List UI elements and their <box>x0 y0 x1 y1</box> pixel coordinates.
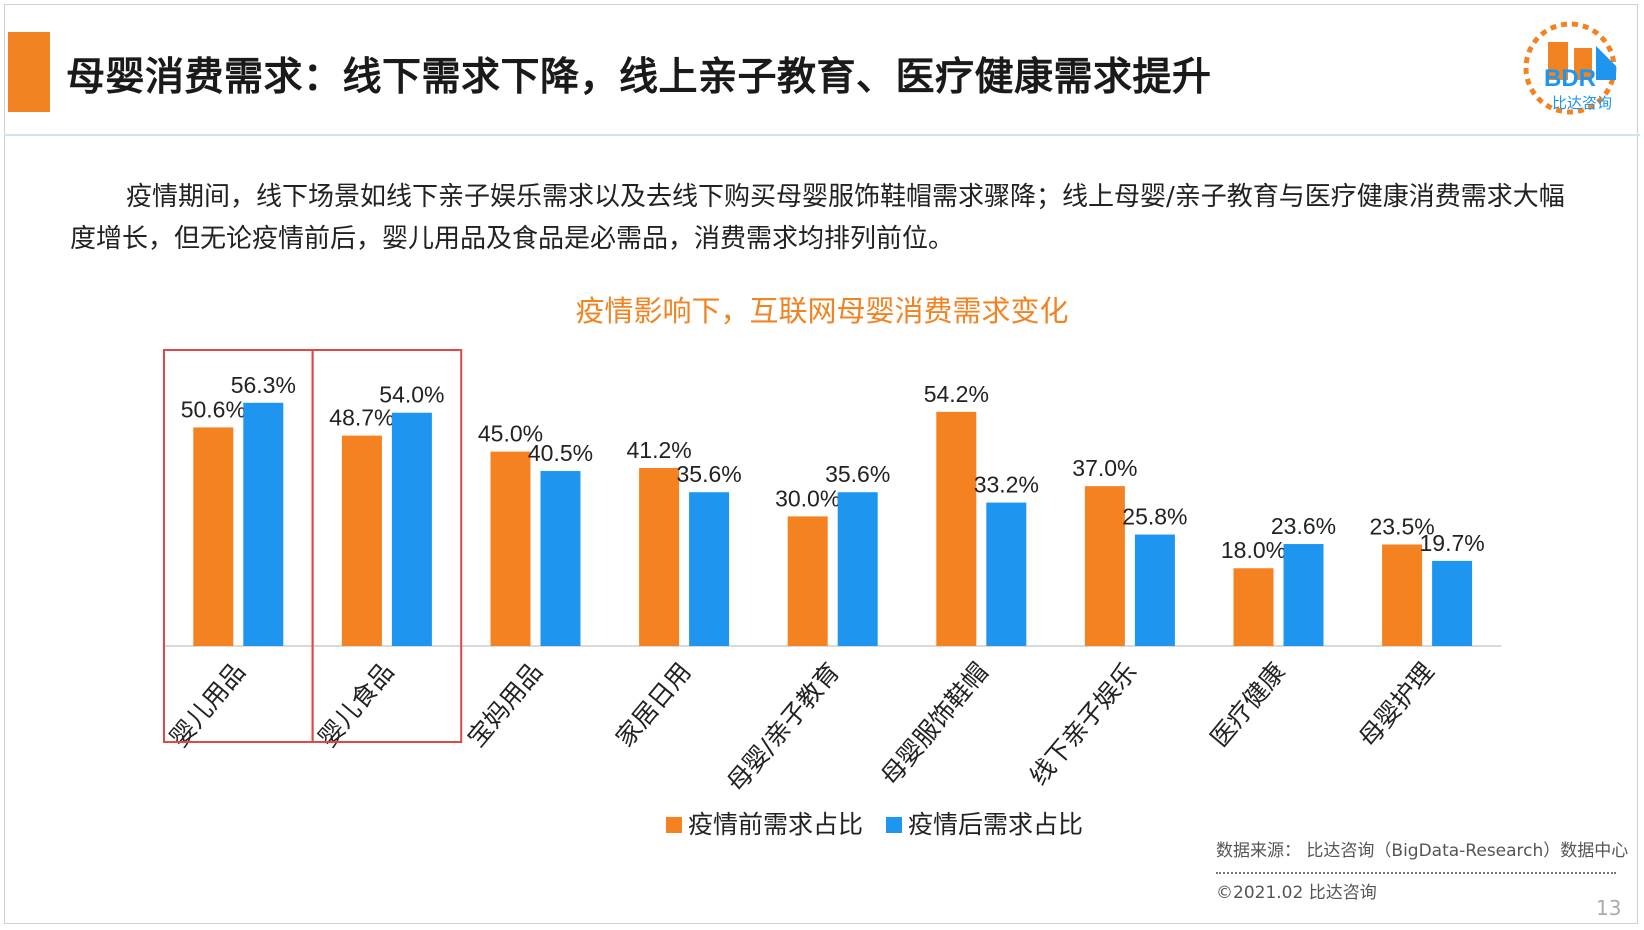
logo-subtext: 比达咨询 <box>1552 94 1612 112</box>
data-label-before-7: 18.0% <box>1221 537 1286 563</box>
data-label-before-3: 41.2% <box>626 437 691 463</box>
bar-before-5 <box>936 411 977 646</box>
page-title: 母婴消费需求：线下需求下降，线上亲子教育、医疗健康需求提升 <box>66 55 1212 100</box>
bar-before-2 <box>490 451 531 646</box>
legend-label-0: 疫情前需求占比 <box>688 810 863 839</box>
logo-text: BDR <box>1544 65 1596 92</box>
legend-swatch-0 <box>666 817 682 833</box>
header-divider <box>4 134 1640 136</box>
title-accent-bar <box>8 32 50 112</box>
logo-building-left <box>1548 42 1568 80</box>
bar-after-7 <box>1283 544 1324 646</box>
bar-after-0 <box>243 402 284 646</box>
chart-title: 疫情影响下，互联网母婴消费需求变化 <box>575 294 1069 328</box>
data-label-after-6: 25.8% <box>1122 504 1187 530</box>
bar-before-0 <box>193 427 234 646</box>
category-label-0: 婴儿用品 <box>164 657 251 752</box>
data-label-before-2: 45.0% <box>478 421 543 447</box>
highlight-box-1 <box>311 349 463 743</box>
bar-after-3 <box>689 492 730 646</box>
data-label-after-8: 19.7% <box>1419 530 1484 556</box>
intro-paragraph: 疫情期间，线下场景如线下亲子娱乐需求以及去线下购买母婴服饰鞋帽需求骤降；线上母婴… <box>70 182 1565 254</box>
bar-before-3 <box>639 468 680 646</box>
data-label-before-4: 30.0% <box>775 485 840 511</box>
bar-before-4 <box>787 516 828 646</box>
category-label-1: 婴儿食品 <box>313 657 400 752</box>
data-label-before-6: 37.0% <box>1072 455 1137 481</box>
data-label-before-5: 54.2% <box>924 381 989 407</box>
category-label-3: 家居日用 <box>610 657 697 752</box>
data-label-after-5: 33.2% <box>974 472 1039 498</box>
page-number: 13 <box>1596 896 1622 920</box>
bar-after-8 <box>1432 560 1473 646</box>
data-label-before-8: 23.5% <box>1369 513 1434 539</box>
data-label-after-4: 35.6% <box>825 461 890 487</box>
category-label-2: 宝妈用品 <box>462 657 549 752</box>
data-label-after-3: 35.6% <box>676 461 741 487</box>
data-label-before-0: 50.6% <box>181 396 246 422</box>
bar-before-7 <box>1233 568 1274 646</box>
category-label-5: 母婴服饰鞋帽 <box>875 657 994 791</box>
bdr-logo: BDR 比达咨询 <box>1523 21 1617 115</box>
logo-building-right <box>1574 48 1592 80</box>
bar-after-6 <box>1134 534 1175 646</box>
data-label-after-7: 23.6% <box>1271 513 1336 539</box>
bar-after-2 <box>540 471 581 646</box>
data-source: 数据来源： 比达咨询（BigData-Research）数据中心 <box>1216 841 1629 861</box>
category-label-6: 线下亲子娱乐 <box>1024 657 1143 791</box>
bar-after-4 <box>837 492 878 646</box>
footer-divider <box>1216 872 1616 874</box>
bar-after-5 <box>986 502 1027 646</box>
category-label-8: 母婴护理 <box>1353 657 1440 752</box>
category-label-4: 母婴/亲子教育 <box>721 657 845 797</box>
data-label-before-1: 48.7% <box>329 405 394 431</box>
bar-before-6 <box>1084 486 1125 646</box>
legend-label-1: 疫情后需求占比 <box>908 810 1083 839</box>
data-label-after-2: 40.5% <box>528 440 593 466</box>
bar-before-8 <box>1382 544 1423 646</box>
copyright: ©2021.02 比达咨询 <box>1216 883 1377 903</box>
category-label-7: 医疗健康 <box>1205 657 1292 752</box>
data-label-after-1: 54.0% <box>379 382 444 408</box>
logo-roof <box>1596 46 1616 80</box>
bar-after-1 <box>391 412 432 646</box>
data-label-after-0: 56.3% <box>231 372 296 398</box>
legend-swatch-1 <box>886 817 902 833</box>
bar-before-1 <box>341 435 382 646</box>
